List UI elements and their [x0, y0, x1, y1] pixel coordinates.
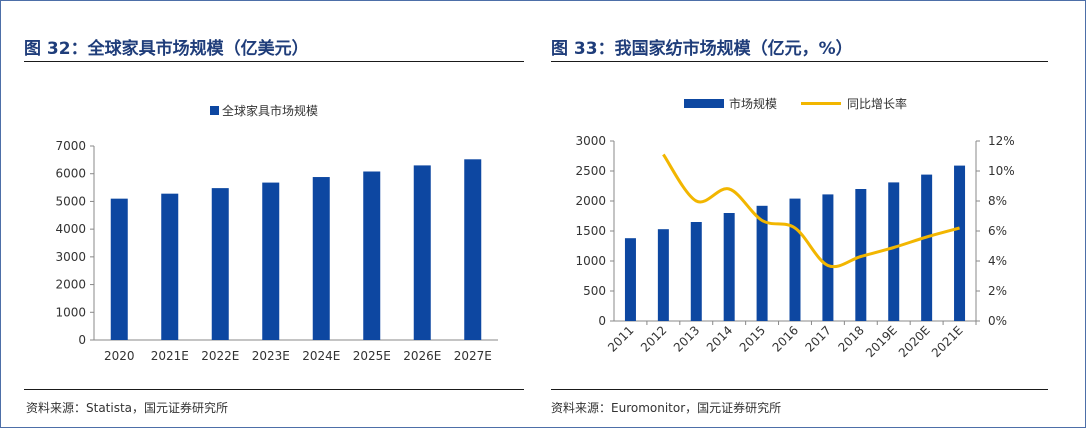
left-y-tick-label: 1000 — [575, 254, 606, 268]
left-title-rule — [24, 61, 524, 62]
x-tick-label: 2021E — [151, 349, 189, 363]
bar — [211, 188, 229, 340]
bar — [954, 165, 966, 321]
x-tick-label: 2013 — [671, 323, 702, 354]
left-y-tick-label: 0 — [598, 314, 606, 328]
right-source-rule — [551, 389, 1048, 390]
y-tick-label: 0 — [78, 333, 86, 347]
bar — [921, 174, 933, 321]
bar — [690, 222, 702, 321]
right-y-tick-label: 10% — [988, 164, 1015, 178]
home-textile-market-chart: 市场规模 同比增长率 0 500 1000 1500 2000 2500 3000 0% 2% 4% 6… — [575, 96, 1015, 360]
bar — [262, 182, 280, 340]
right-y-tick-label: 6% — [988, 224, 1007, 238]
x-tick-label: 2020E — [896, 323, 933, 360]
x-tick-label: 2024E — [302, 349, 340, 363]
x-tick-label: 2016 — [770, 323, 801, 354]
left-y-tick-label: 500 — [583, 284, 606, 298]
legend-label-growth-rate: 同比增长率 — [847, 96, 907, 111]
legend-swatch-market-size — [684, 99, 724, 108]
y-tick-label: 1000 — [55, 305, 86, 319]
bar — [789, 198, 801, 321]
bar — [888, 182, 900, 321]
bar — [110, 198, 128, 340]
bar — [413, 165, 431, 340]
y-tick-label: 5000 — [55, 194, 86, 208]
bar — [624, 238, 636, 321]
right-title-rule — [551, 61, 1048, 62]
x-tick-label: 2027E — [454, 349, 492, 363]
right-y-tick-label: 4% — [988, 254, 1007, 268]
left-y-tick-label: 3000 — [575, 134, 606, 148]
legend-label-furniture: 全球家具市场规模 — [222, 103, 318, 118]
legend-label-market-size: 市场规模 — [729, 96, 777, 111]
right-y-tick-label: 2% — [988, 284, 1007, 298]
left-y-tick-label: 1500 — [575, 224, 606, 238]
left-source-rule — [24, 389, 524, 390]
bar — [822, 194, 834, 321]
x-tick-label: 2012 — [638, 323, 669, 354]
left-y-tick-label: 2000 — [575, 194, 606, 208]
bar — [756, 205, 768, 321]
x-tick-label: 2019E — [863, 323, 900, 360]
x-tick-label: 2023E — [252, 349, 290, 363]
left-panel-title: 图 32：全球家具市场规模（亿美元） — [24, 39, 309, 59]
right-panel-title: 图 33：我国家纺市场规模（亿元，%） — [551, 39, 853, 59]
bar — [363, 171, 381, 340]
x-tick-label: 2020 — [104, 349, 135, 363]
furniture-market-chart: 全球家具市场规模 0 1000 2000 3000 4000 5000 6000 7000 202… — [55, 103, 498, 363]
y-tick-label: 6000 — [55, 167, 86, 181]
x-tick-label: 2022E — [201, 349, 239, 363]
bar — [464, 159, 482, 340]
left-y-tick-label: 2500 — [575, 164, 606, 178]
y-tick-label: 3000 — [55, 250, 86, 264]
right-y-tick-label: 0% — [988, 314, 1007, 328]
growth-rate-line — [662, 153, 960, 269]
bar — [312, 177, 330, 340]
legend-swatch-furniture — [210, 106, 219, 115]
bar — [723, 213, 735, 321]
y-tick-label: 4000 — [55, 222, 86, 236]
y-tick-label: 2000 — [55, 278, 86, 292]
y-tick-label: 7000 — [55, 139, 86, 153]
right-y-tick-label: 12% — [988, 134, 1015, 148]
right-y-tick-label: 8% — [988, 194, 1007, 208]
x-tick-label: 2015 — [737, 323, 768, 354]
x-tick-label: 2021E — [929, 323, 966, 360]
x-tick-label: 2017 — [803, 323, 834, 354]
x-tick-label: 2011 — [605, 323, 636, 354]
left-source-note: 资料来源：Statista，国元证券研究所 — [26, 401, 229, 415]
right-source-note: 资料来源：Euromonitor，国元证券研究所 — [551, 401, 782, 415]
x-tick-label: 2025E — [353, 349, 391, 363]
bar — [657, 229, 669, 321]
bar — [161, 193, 179, 340]
x-tick-label: 2014 — [704, 323, 735, 354]
x-tick-label: 2026E — [403, 349, 441, 363]
